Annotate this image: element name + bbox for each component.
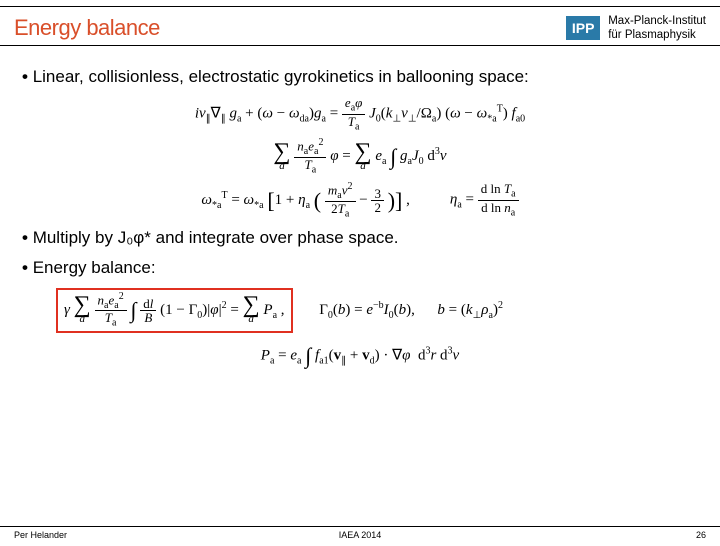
equation-1: iv∥∇∥ ga + (ω − ωda)ga = eaφTa J0(k⊥v⊥/Ω… (18, 96, 702, 132)
footer-event: IAEA 2014 (339, 530, 382, 540)
footer-page-number: 26 (696, 530, 706, 540)
equation-gamma0: Γ0(b) = e−bI0(b), b = (k⊥ρa)2 (319, 302, 503, 318)
slide-content: Linear, collisionless, electrostatic gyr… (0, 46, 720, 369)
equation-5: Pa = ea ∫ fa1(v∥ + vd) · ∇φ d3r d3v (18, 343, 702, 369)
institute-line2: für Plasmaphysik (608, 28, 706, 42)
slide-title: Energy balance (14, 15, 566, 41)
institute-name: Max-Planck-Institut für Plasmaphysik (608, 14, 706, 43)
equation-3: ω*aT = ω*a [1 + ηa ( mav22Ta − 32 )] , η… (18, 182, 702, 220)
slide-footer: Per Helander IAEA 2014 26 (0, 526, 720, 540)
equation-2: ∑a naea2Ta φ = ∑a ea ∫ gaJ0 d3v (18, 138, 702, 176)
institute-line1: Max-Planck-Institut (608, 14, 706, 28)
equation-4-row: γ ∑a naea2Ta ∫ dlB (1 − Γ0)|φ|2 = ∑a Pa … (18, 288, 702, 334)
bullet-2: Multiply by J₀φ* and integrate over phas… (18, 227, 702, 249)
bullet-1: Linear, collisionless, electrostatic gyr… (18, 66, 702, 88)
slide-header: Energy balance IPP Max-Planck-Institut f… (0, 6, 720, 46)
footer-author: Per Helander (14, 530, 67, 540)
bullet-3: Energy balance: (18, 257, 702, 279)
energy-balance-box: γ ∑a naea2Ta ∫ dlB (1 − Γ0)|φ|2 = ∑a Pa … (56, 288, 293, 334)
ipp-logo: IPP (566, 16, 600, 40)
